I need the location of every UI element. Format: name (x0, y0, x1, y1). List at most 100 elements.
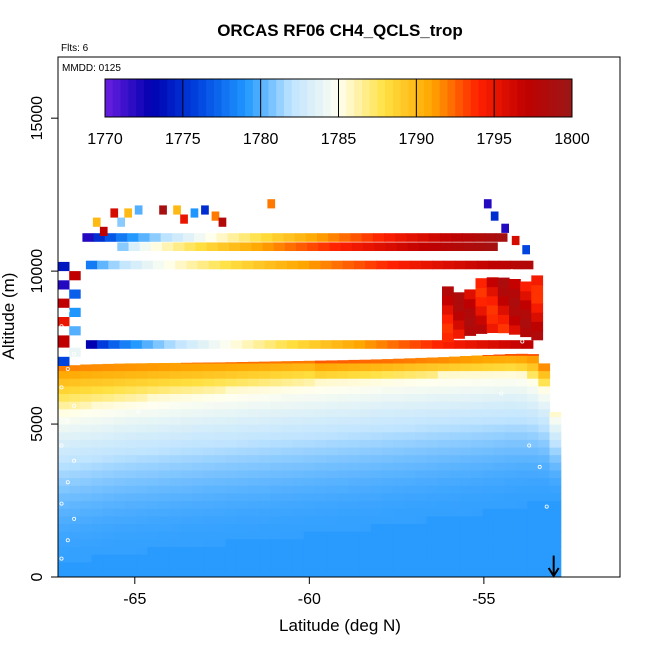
heatmap-cell (164, 260, 176, 270)
heatmap-cell (348, 359, 361, 364)
heatmap-cell (281, 531, 294, 540)
heatmap-cell (437, 500, 450, 509)
heatmap-cell (415, 554, 428, 563)
heatmap-cell (58, 424, 70, 433)
heatmap-cell (113, 393, 126, 402)
heatmap-cell (281, 361, 294, 364)
heatmap-cell (497, 277, 510, 288)
heatmap-cell (203, 561, 215, 570)
heatmap-cell (474, 242, 487, 251)
heatmap-cell (437, 523, 450, 532)
heatmap-cell (314, 515, 327, 524)
heatmap-cell (58, 370, 70, 379)
heatmap-cell (158, 561, 171, 570)
heatmap-cell (538, 523, 551, 532)
heatmap-cell (214, 447, 227, 456)
heatmap-cell (169, 431, 182, 440)
heatmap-cell (169, 531, 182, 540)
heatmap-cell (259, 515, 271, 524)
heatmap-cell (370, 531, 383, 540)
heatmap-cell (259, 370, 271, 379)
heatmap-cell (549, 416, 562, 425)
heatmap-cell (281, 378, 294, 387)
colorbar-swatch (237, 79, 246, 117)
heatmap-cell (136, 538, 148, 547)
heatmap-cell (69, 378, 81, 387)
heatmap-cell (236, 370, 249, 379)
heatmap-cell (432, 340, 444, 349)
heatmap-cell (385, 242, 398, 251)
heatmap-cell (527, 416, 539, 425)
heatmap-cell (329, 242, 342, 251)
heatmap-cell (381, 538, 394, 547)
heatmap-cell (463, 242, 476, 251)
colorbar-swatch (175, 79, 184, 117)
heatmap-cell (314, 538, 327, 547)
heatmap-cell (365, 340, 377, 349)
heatmap-cell (418, 242, 431, 251)
heatmap-cell (184, 242, 197, 251)
heatmap-cell (415, 439, 428, 448)
heatmap-cell (225, 469, 238, 479)
heatmap-cell (124, 208, 132, 218)
heatmap-cell (359, 362, 372, 372)
heatmap-cell (415, 401, 428, 410)
heatmap-cell (113, 531, 126, 540)
heatmap-cell (482, 355, 495, 356)
heatmap-cell (91, 424, 104, 433)
heatmap-cell (426, 439, 439, 448)
heatmap-cell (136, 439, 148, 448)
heatmap-cell (236, 439, 249, 448)
heatmap-cell (231, 260, 243, 270)
heatmap-cell (475, 305, 488, 316)
heatmap-cell (203, 569, 215, 577)
heatmap-cell (225, 447, 238, 456)
heatmap-cell (225, 477, 238, 486)
heatmap-cell (437, 546, 450, 555)
heatmap-cell (475, 314, 488, 325)
heatmap-cell (214, 431, 227, 440)
heatmap-cell (326, 508, 338, 517)
heatmap-cell (337, 500, 350, 509)
heatmap-cell (453, 319, 465, 330)
heatmap-cell (516, 370, 528, 379)
heatmap-cell (80, 416, 93, 425)
heatmap-cell (426, 569, 439, 577)
heatmap-cell (192, 370, 204, 379)
heatmap-cell (158, 531, 171, 540)
heatmap-cell (464, 307, 477, 318)
heatmap-cell (80, 431, 93, 440)
heatmap-cell (238, 233, 251, 242)
heatmap-cell (493, 485, 506, 494)
heatmap-cell (493, 401, 506, 410)
heatmap-cell (236, 393, 249, 402)
heatmap-cell (404, 431, 417, 440)
heatmap-cell (69, 554, 81, 563)
heatmap-cell (58, 393, 70, 402)
heatmap-cell (281, 462, 294, 471)
heatmap-cell (348, 401, 361, 410)
heatmap-cell (393, 538, 405, 547)
heatmap-cell (482, 431, 495, 440)
colorbar-swatch (299, 79, 308, 117)
heatmap-cell (374, 242, 387, 251)
heatmap-cell (225, 462, 238, 471)
heatmap-cell (516, 431, 528, 440)
heatmap-cell (350, 233, 363, 242)
colorbar-swatch (213, 79, 223, 117)
colorbar-tick-label: 1800 (554, 131, 590, 148)
heatmap-cell (520, 281, 532, 292)
heatmap-cell (370, 477, 383, 486)
heatmap-cell (203, 500, 215, 509)
heatmap-cell (91, 393, 104, 402)
heatmap-cell (393, 462, 405, 471)
heatmap-cell (236, 362, 249, 364)
heatmap-cell (203, 431, 215, 440)
heatmap-cell (69, 462, 81, 471)
heatmap-cell (80, 561, 93, 570)
heatmap-cell (314, 370, 327, 379)
heatmap-cell (136, 454, 148, 463)
heatmap-cell (482, 515, 495, 524)
heatmap-cell (85, 260, 98, 270)
heatmap-cell (415, 523, 428, 532)
